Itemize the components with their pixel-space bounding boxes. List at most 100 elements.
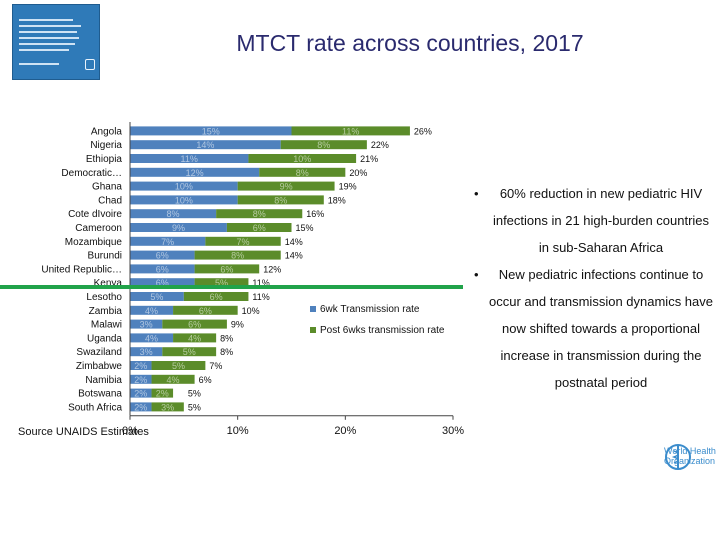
bar-post-6wks <box>151 374 195 384</box>
segment-label: 4% <box>188 333 201 343</box>
category-label: Zimbabwe <box>76 361 123 372</box>
total-label: 20% <box>349 168 367 178</box>
total-label: 12% <box>263 264 281 274</box>
segment-label: 3% <box>161 402 174 412</box>
category-label: Botswana <box>78 389 122 400</box>
lock-icon <box>85 59 95 70</box>
total-label: 18% <box>328 195 346 205</box>
segment-label: 3% <box>140 347 153 357</box>
bar-post-6wks <box>151 402 184 412</box>
total-label: 11% <box>252 292 269 302</box>
segment-label: 8% <box>167 209 180 219</box>
x-tick-label: 10% <box>227 425 249 437</box>
segment-label: 2% <box>134 361 147 371</box>
segment-label: 11% <box>342 126 359 136</box>
bar-6wk <box>130 236 206 246</box>
bar-post-6wks <box>248 154 357 163</box>
category-label: Cameroon <box>75 223 122 234</box>
bar-post-6wks <box>162 347 217 357</box>
slide-title: MTCT rate across countries, 2017 <box>236 30 584 56</box>
category-label: Angola <box>91 126 123 137</box>
bar-post-6wks <box>183 292 249 301</box>
category-label: Kenya <box>94 278 123 289</box>
legend: 6wk Transmission rate Post 6wks transmiss… <box>310 304 445 336</box>
segment-label: 9% <box>172 223 185 233</box>
legend-swatch <box>310 327 316 333</box>
total-label: 16% <box>306 209 324 219</box>
segment-label: 10% <box>293 154 311 164</box>
segment-label: 8% <box>231 251 244 261</box>
bar-post-6wks <box>205 236 281 246</box>
bar-6wk <box>130 167 260 177</box>
category-label: United Republic… <box>41 264 122 275</box>
bar-6wk <box>130 181 238 191</box>
segment-label: 6% <box>199 306 212 316</box>
bar-6wk <box>130 195 238 205</box>
bar-post-6wks <box>173 333 217 343</box>
segment-label: 8% <box>296 168 309 178</box>
category-label: Cote dIvoire <box>68 209 122 220</box>
bar-post-6wks <box>291 126 410 136</box>
bullet-item: • New pediatric infections continue to o… <box>474 261 714 396</box>
category-label: Zambia <box>89 306 123 317</box>
total-label: 22% <box>371 140 389 150</box>
total-label: 21% <box>360 154 378 164</box>
category-label: Namibia <box>85 375 122 386</box>
bullet-text: 60% reduction in new pediatric HIV infec… <box>492 186 710 255</box>
category-label: Chad <box>98 195 122 206</box>
total-label: 26% <box>414 126 432 136</box>
bar-post-6wks <box>151 361 206 370</box>
segment-label: 2% <box>156 389 169 399</box>
bar-6wk <box>130 223 227 232</box>
segment-label: 15% <box>202 126 220 136</box>
segment-label: 5% <box>215 278 228 288</box>
segment-label: 2% <box>134 375 147 385</box>
bullet-text: New pediatric infections continue to occ… <box>489 267 713 390</box>
bar-post-6wks <box>237 181 335 191</box>
bar-post-6wks <box>216 209 303 219</box>
category-label: Malawi <box>91 320 122 331</box>
segment-label: 4% <box>145 306 158 316</box>
total-label: 8% <box>220 333 233 343</box>
segment-label: 6% <box>188 320 201 330</box>
segment-label: 3% <box>140 320 153 330</box>
category-label: Ghana <box>92 182 122 193</box>
total-label: 19% <box>339 182 357 192</box>
category-label: Swaziland <box>76 347 122 358</box>
category-label: Nigeria <box>90 140 122 151</box>
x-tick-label: 30% <box>442 425 464 437</box>
bars: 15% 11% 26% 14% 8% 22% 11% 10% 21% 12% 8% 20% 10% 9% 1… <box>130 126 432 412</box>
source-note: Source UNAIDS Estimates <box>18 426 149 438</box>
bullet-list: • 60% reduction in new pediatric HIV inf… <box>474 180 714 396</box>
bar-6wk <box>130 333 174 343</box>
bar-6wk <box>130 278 195 288</box>
segment-label: 6% <box>156 264 169 274</box>
bar-6wk <box>130 347 163 357</box>
segment-label: 6% <box>253 223 266 233</box>
bar-6wk <box>130 126 292 136</box>
legend-swatch <box>310 306 316 312</box>
segment-label: 5% <box>150 292 163 302</box>
bar-post-6wks <box>162 319 227 329</box>
bar-post-6wks <box>280 140 367 150</box>
segment-label: 4% <box>167 375 180 385</box>
highlight-line <box>0 285 463 289</box>
bar-post-6wks <box>173 305 238 315</box>
segment-label: 8% <box>274 195 287 205</box>
segment-label: 6% <box>210 292 223 302</box>
bar-6wk <box>130 292 184 301</box>
segment-label: 2% <box>134 389 147 399</box>
segment-label: 10% <box>175 182 193 192</box>
bar-6wk <box>130 154 249 163</box>
bar-6wk <box>130 140 281 150</box>
segment-label: 12% <box>186 168 204 178</box>
total-label: 9% <box>231 320 244 330</box>
bar-post-6wks <box>194 250 281 260</box>
category-label: South Africa <box>68 402 122 413</box>
total-label: 7% <box>209 361 222 371</box>
segment-label: 8% <box>317 140 330 150</box>
category-label: Lesotho <box>86 292 122 303</box>
bar-post-6wks <box>259 167 346 177</box>
bar-6wk <box>130 374 152 384</box>
bar-6wk <box>130 319 163 329</box>
